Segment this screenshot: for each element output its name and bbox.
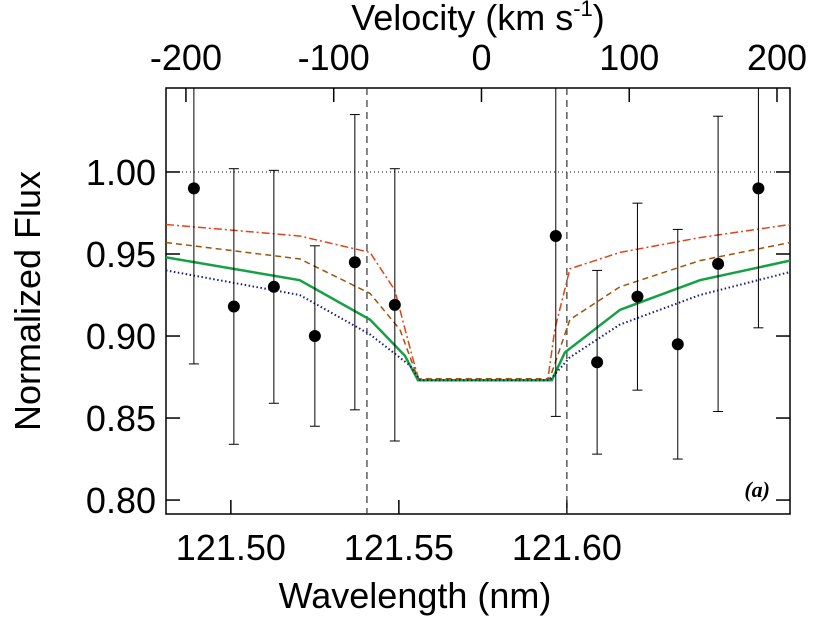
x2-axis-label: Velocity (km s-1) bbox=[351, 0, 605, 38]
x-tick-label: 121.55 bbox=[344, 527, 454, 568]
model-line bbox=[166, 223, 790, 382]
x2-tick-label: 100 bbox=[599, 37, 659, 78]
y-tick-label: 0.80 bbox=[86, 480, 156, 521]
y-axis-label: Normalized Flux bbox=[7, 171, 48, 431]
x-axis-label: Wavelength (nm) bbox=[279, 575, 552, 616]
data-point bbox=[549, 229, 562, 242]
x2-tick-label: 0 bbox=[471, 37, 491, 78]
data-point bbox=[712, 257, 725, 270]
panel-label: (a) bbox=[744, 477, 770, 502]
y-tick-label: 0.90 bbox=[86, 316, 156, 357]
x2-tick-label: 200 bbox=[747, 37, 807, 78]
data-point bbox=[631, 290, 644, 303]
x-tick-label: 121.50 bbox=[176, 527, 286, 568]
x2-label-text: Velocity (km s bbox=[351, 0, 573, 38]
x2-label-tail: ) bbox=[593, 0, 605, 38]
data-point bbox=[671, 338, 684, 351]
model-line bbox=[166, 269, 790, 382]
data-point bbox=[308, 330, 321, 343]
data-point bbox=[752, 182, 765, 195]
data-point bbox=[187, 182, 200, 195]
data-point bbox=[591, 356, 604, 369]
x2-label-sup: -1 bbox=[573, 0, 593, 21]
data-point bbox=[388, 298, 401, 311]
y-tick-label: 0.85 bbox=[86, 398, 156, 439]
x2-tick-label: -100 bbox=[298, 37, 370, 78]
model-line bbox=[166, 256, 790, 382]
plot-frame bbox=[165, 87, 791, 515]
data-point bbox=[348, 256, 361, 269]
y-tick-label: 0.95 bbox=[86, 234, 156, 275]
model-line bbox=[166, 241, 790, 380]
data-point bbox=[267, 280, 280, 293]
x-tick-label: 121.60 bbox=[512, 527, 622, 568]
y-tick-label: 1.00 bbox=[86, 152, 156, 193]
x2-tick-label: -200 bbox=[150, 37, 222, 78]
data-point bbox=[227, 300, 240, 313]
plot-area bbox=[166, 88, 790, 514]
